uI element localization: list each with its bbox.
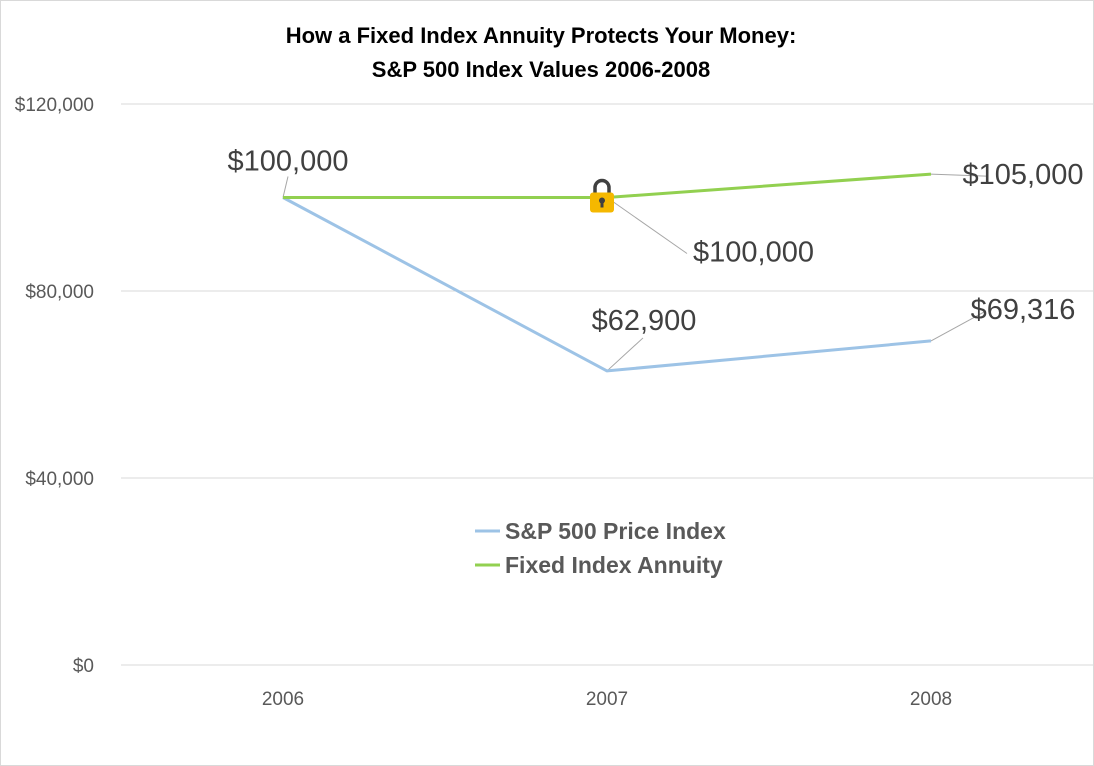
series-line — [282, 196, 932, 373]
lock-icon — [590, 178, 614, 213]
x-axis-tick-labels: 2006 2007 2008 — [262, 689, 952, 710]
chart-title-line-1: How a Fixed Index Annuity Protects Your … — [285, 23, 797, 48]
chart-title: How a Fixed Index Annuity Protects Your … — [1, 19, 1081, 87]
data-label-leader — [282, 176, 289, 198]
data-label-leader — [606, 197, 688, 254]
lock-shackle — [593, 178, 611, 194]
y-tick-label: $80,000 — [25, 282, 94, 303]
legend-label: Fixed Index Annuity — [505, 552, 723, 578]
lock-keyhole-slot — [600, 200, 604, 208]
data-label: $100,000 — [228, 146, 349, 178]
x-tick-label: 2007 — [586, 689, 628, 710]
y-tick-label: $120,000 — [15, 95, 94, 116]
legend: S&P 500 Price Index Fixed Index Annuity — [475, 518, 726, 578]
data-label-leaders — [282, 173, 987, 372]
data-label: $69,316 — [971, 294, 1076, 326]
data-label: $100,000 — [693, 237, 814, 269]
annotation-icons — [590, 178, 614, 213]
legend-item: S&P 500 Price Index — [475, 518, 726, 544]
x-tick-label: 2008 — [910, 689, 952, 710]
chart-title-line-2: S&P 500 Index Values 2006-2008 — [371, 57, 711, 82]
data-label: $62,900 — [592, 305, 697, 337]
grid-lines — [121, 103, 1093, 666]
y-tick-label: $0 — [73, 656, 94, 677]
legend-item: Fixed Index Annuity — [475, 552, 723, 578]
data-labels: $100,000 $62,900 $69,316 $100,000 $105,000 — [228, 146, 1084, 337]
data-label: $105,000 — [963, 159, 1084, 191]
data-label-leader — [930, 173, 987, 177]
x-tick-label: 2006 — [262, 689, 304, 710]
data-label-leader — [930, 310, 987, 342]
legend-label: S&P 500 Price Index — [505, 518, 726, 544]
y-axis-tick-labels: $0 $40,000 $80,000 $120,000 — [15, 95, 94, 677]
data-label-leader — [606, 337, 644, 372]
y-tick-label: $40,000 — [25, 469, 94, 490]
